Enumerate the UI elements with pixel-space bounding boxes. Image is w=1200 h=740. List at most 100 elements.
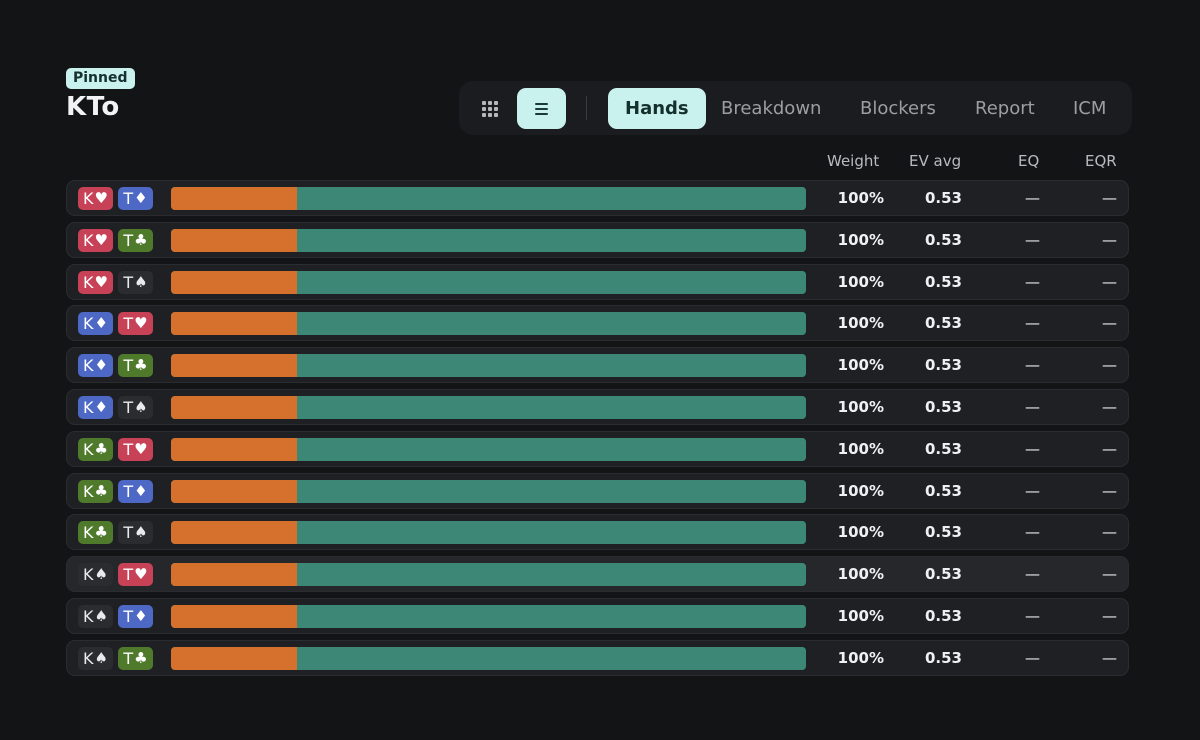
strategy-bar-segment-green <box>296 479 806 503</box>
tab-blockers[interactable]: Blockers <box>860 98 936 119</box>
list-view-button[interactable] <box>517 88 566 129</box>
spade-icon: ♠ <box>134 397 148 416</box>
list-icon <box>535 102 548 115</box>
card-rank: K <box>83 397 94 417</box>
strategy-bar-segment-orange <box>171 187 297 210</box>
card-rank: T <box>123 648 134 668</box>
club-icon: ♣ <box>134 230 148 249</box>
weight-value: 100% <box>837 439 884 458</box>
tab-icm[interactable]: ICM <box>1073 98 1107 119</box>
eq-value: — <box>1025 523 1040 542</box>
table-row[interactable]: K ♠ T ♣ 100% 0.53— — <box>66 639 1129 676</box>
card-rank: K <box>83 272 94 292</box>
strategy-bar <box>171 479 806 503</box>
table-row[interactable]: K ♥ T ♦ 100% 0.53— — <box>66 180 1129 216</box>
eq-value: — <box>1025 648 1040 667</box>
table-row[interactable]: K ♠ T ♦ 100% 0.53— — <box>66 597 1129 634</box>
strategy-bar-segment-orange <box>171 395 297 419</box>
weight-value: 100% <box>837 648 884 667</box>
strategy-bar <box>171 187 806 210</box>
card-rank: T <box>123 356 134 376</box>
strategy-bar <box>171 270 806 294</box>
club-icon: ♣ <box>94 481 108 500</box>
heart-icon: ♥ <box>94 272 108 291</box>
eq-value: — <box>1025 481 1040 500</box>
card-badge: T ♣ <box>118 228 153 252</box>
card-rank: K <box>83 439 94 459</box>
card-rank: T <box>123 439 134 459</box>
ev-value: 0.53 <box>924 189 962 207</box>
ev-value: 0.53 <box>924 397 962 416</box>
card-rank: K <box>83 648 94 668</box>
club-icon: ♣ <box>94 523 108 542</box>
strategy-bar-segment-green <box>296 228 806 252</box>
diamond-icon: ♦ <box>94 397 108 416</box>
card-rank: T <box>123 523 134 543</box>
table-row[interactable]: K ♦ T ♥ 100% 0.53— — <box>66 305 1129 342</box>
card-badge: K ♦ <box>78 354 113 378</box>
tab-hands[interactable]: Hands <box>608 88 706 129</box>
weight-value: 100% <box>837 523 884 542</box>
strategy-bar-segment-green <box>296 563 806 587</box>
eqr-value: — <box>1102 565 1117 584</box>
eq-value: — <box>1025 314 1040 333</box>
diamond-icon: ♦ <box>134 481 148 500</box>
weight-value: 100% <box>837 481 884 500</box>
card-rank: T <box>123 397 134 417</box>
tab-report[interactable]: Report <box>975 98 1035 119</box>
strategy-bar-segment-green <box>296 437 806 461</box>
card-rank: T <box>123 481 134 501</box>
column-header-eq[interactable]: EQ <box>1018 152 1040 170</box>
spade-icon: ♠ <box>134 272 148 291</box>
card-rank: T <box>123 230 134 250</box>
card-rank: K <box>83 606 94 626</box>
table-row[interactable]: K ♠ T ♥ 100% 0.53— — <box>66 556 1129 593</box>
strategy-bar-segment-green <box>296 395 806 419</box>
eq-value: — <box>1025 565 1040 584</box>
column-header-weight[interactable]: Weight <box>827 152 880 170</box>
table-row[interactable]: K ♦ T ♠ 100% 0.53— — <box>66 388 1129 425</box>
strategy-bar-segment-green <box>296 270 806 294</box>
card-badge: T ♠ <box>118 521 153 545</box>
heart-icon: ♥ <box>134 439 148 458</box>
table-row[interactable]: K ♣ T ♥ 100% 0.53— — <box>66 430 1129 467</box>
weight-value: 100% <box>837 272 884 291</box>
card-badge: T ♠ <box>118 395 153 419</box>
eq-value: — <box>1025 356 1040 375</box>
pinned-badge: Pinned <box>66 68 135 89</box>
table-row[interactable]: K ♣ T ♠ 100% 0.53— — <box>66 514 1129 551</box>
tab-breakdown[interactable]: Breakdown <box>721 98 822 119</box>
table-row[interactable]: K ♥ T ♣ 100% 0.53— — <box>66 221 1129 258</box>
strategy-bar <box>171 646 806 670</box>
eqr-value: — <box>1102 272 1117 291</box>
table-row[interactable]: K ♦ T ♣ 100% 0.53— — <box>66 347 1129 384</box>
strategy-bar <box>171 437 806 461</box>
spade-icon: ♠ <box>94 648 108 667</box>
column-header-ev-avg[interactable]: EV avg <box>909 152 962 170</box>
ev-value: 0.53 <box>924 481 962 500</box>
table-row[interactable]: K ♣ T ♦ 100% 0.53— — <box>66 472 1129 509</box>
weight-value: 100% <box>837 230 884 249</box>
strategy-bar <box>171 228 806 252</box>
eqr-value: — <box>1102 606 1117 625</box>
strategy-bar-segment-orange <box>171 437 297 461</box>
ev-value: 0.53 <box>924 230 962 249</box>
card-badge: T ♣ <box>118 354 153 378</box>
diamond-icon: ♦ <box>134 606 148 625</box>
eqr-value: — <box>1102 523 1117 542</box>
card-badge: K ♥ <box>78 228 113 252</box>
card-rank: T <box>123 606 134 626</box>
eqr-value: — <box>1102 439 1117 458</box>
card-badge: T ♦ <box>118 604 153 628</box>
card-rank: K <box>83 230 94 250</box>
strategy-bar-segment-green <box>296 604 806 628</box>
strategy-bar-segment-green <box>296 187 806 210</box>
strategy-bar-segment-orange <box>171 354 297 378</box>
column-header-eqr[interactable]: EQR <box>1085 152 1117 170</box>
strategy-bar-segment-orange <box>171 563 297 587</box>
card-rank: T <box>123 189 134 208</box>
table-row[interactable]: K ♥ T ♠ 100% 0.53— — <box>66 263 1129 300</box>
grid-view-button[interactable] <box>465 88 514 129</box>
weight-value: 100% <box>837 397 884 416</box>
heart-icon: ♥ <box>134 565 148 584</box>
